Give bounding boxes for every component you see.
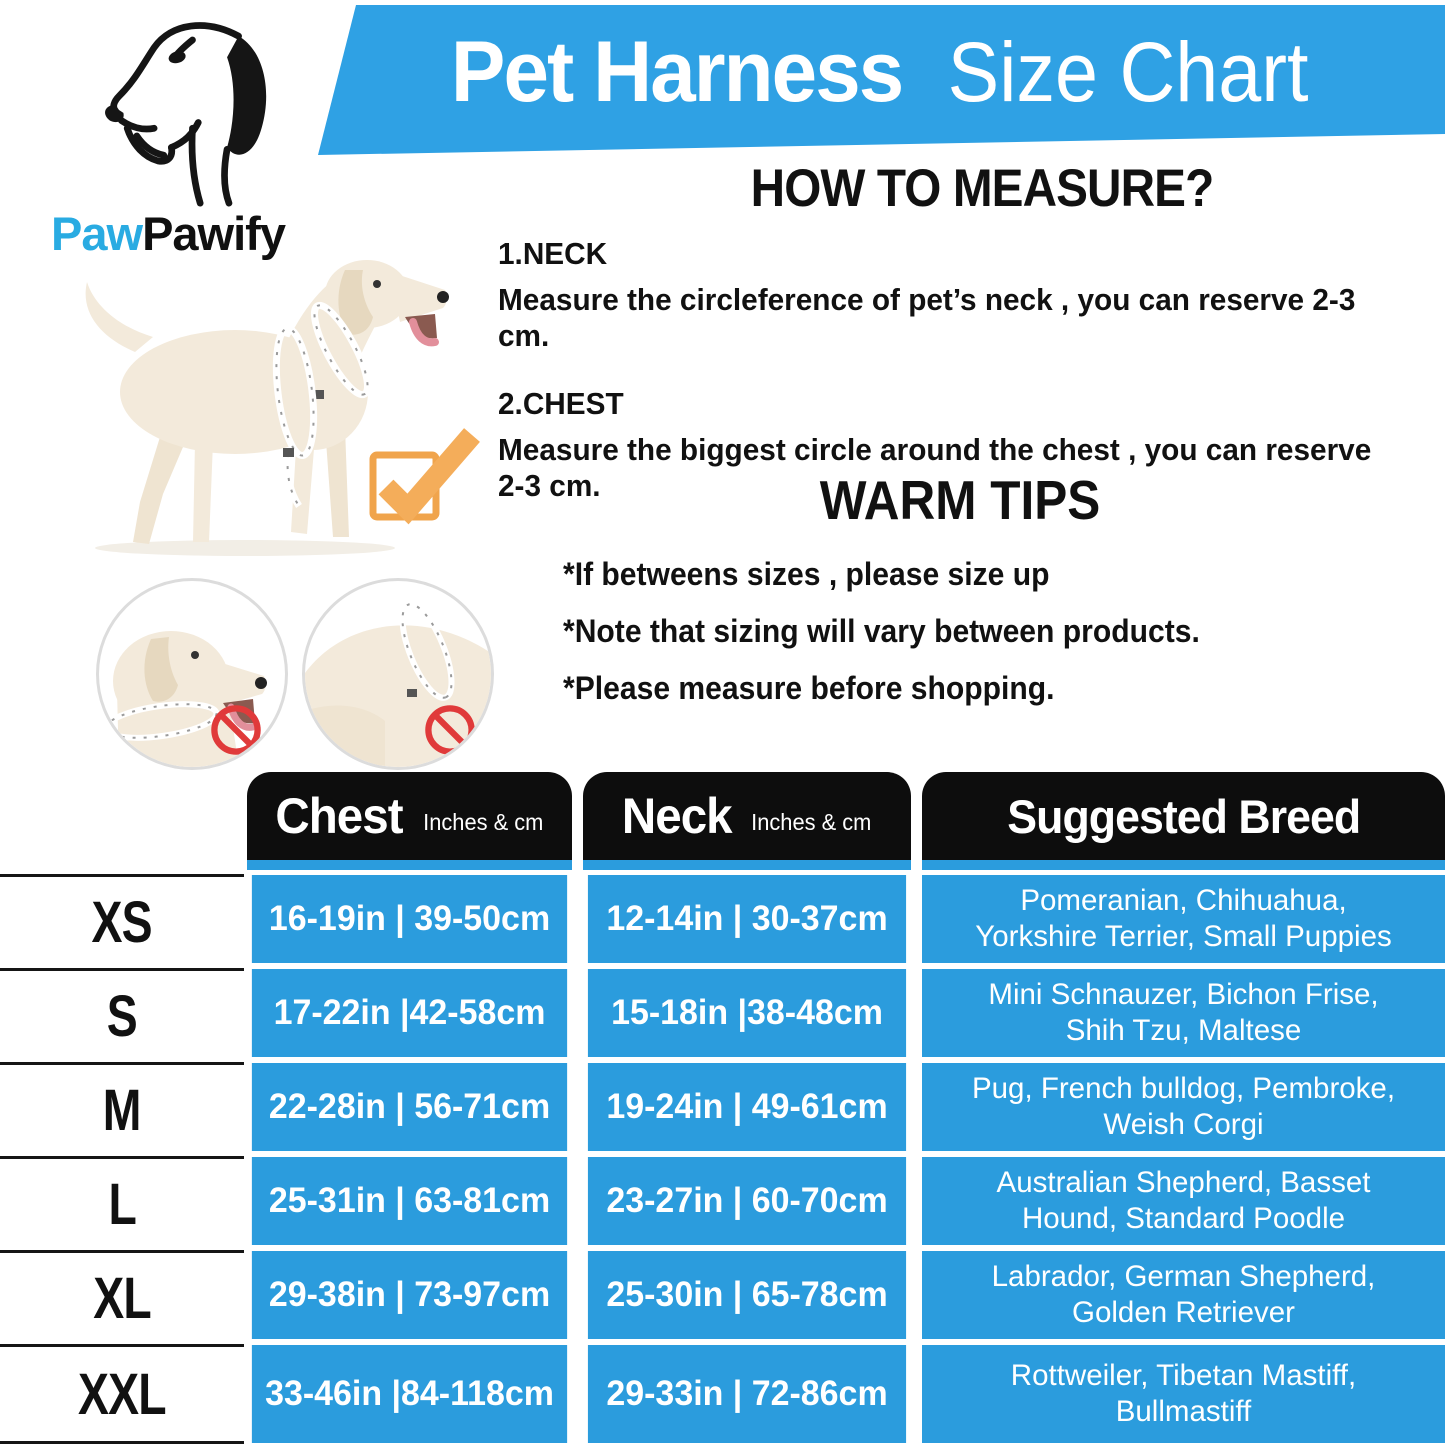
chest-column: Chest Inches & cm 16-19in | 39-50cm 17-2…	[247, 772, 572, 1443]
chest-header: Chest Inches & cm	[247, 772, 572, 860]
chest-value: 22-28in | 56-71cm	[251, 1063, 568, 1151]
size-label-row: XS	[0, 874, 244, 968]
dog-measuring-illustration	[85, 260, 449, 556]
size-label-column: XS S M L XL XXL	[0, 874, 244, 1444]
size-label: M	[103, 1078, 142, 1143]
size-label: XL	[93, 1266, 152, 1331]
brand-name-black: Pawify	[142, 207, 286, 260]
chest-header-title: Chest	[275, 788, 404, 844]
neck-value: 25-30in | 65-78cm	[587, 1251, 907, 1339]
step-text: Measure the biggest circle around the ch…	[498, 432, 1372, 503]
inset-chest-wrong	[302, 578, 494, 770]
warm-tips-title: WARM TIPS	[819, 469, 1101, 531]
chest-value: 29-38in | 73-97cm	[251, 1251, 568, 1339]
neck-header-title: Neck	[621, 788, 733, 844]
size-label-row: XL	[0, 1250, 244, 1344]
breed-value: Pomeranian, Chihuahua, Yorkshire Terrier…	[922, 875, 1445, 963]
breed-value: Mini Schnauzer, Bichon Frise, Shih Tzu, …	[922, 969, 1445, 1057]
brand-name: PawPawify	[18, 206, 318, 261]
breed-header-title: Suggested Breed	[1007, 789, 1361, 843]
measure-steps: 1.NECK Measure the circleference of pet’…	[498, 236, 1438, 504]
brand-name-blue: Paw	[51, 207, 143, 260]
neck-header: Neck Inches & cm	[583, 772, 911, 860]
warm-tip-item: *Please measure before shopping.	[563, 670, 1055, 706]
size-label: S	[106, 984, 138, 1049]
warm-tips-list: *If betweens sizes , please size up *Not…	[563, 556, 1445, 727]
neck-tape-icon	[310, 301, 372, 399]
title-banner: Pet Harness Size Chart	[318, 5, 1445, 155]
step-label: 1.NECK	[498, 236, 608, 271]
warm-tip-item: *Note that sizing will vary between prod…	[563, 613, 1200, 649]
header-underline	[583, 860, 911, 870]
step-text: Measure the circleference of pet’s neck …	[498, 282, 1356, 353]
step-label: 2.CHEST	[498, 386, 624, 421]
logo-dog-icon	[105, 22, 267, 207]
chest-value: 33-46in |84-118cm	[251, 1345, 568, 1443]
no-symbol-icon	[211, 705, 261, 755]
how-to-measure-title: HOW TO MEASURE?	[750, 159, 1215, 218]
header-underline	[247, 860, 572, 870]
neck-header-subtitle: Inches & cm	[751, 808, 872, 835]
breed-value: Australian Shepherd, Basset Hound, Stand…	[922, 1157, 1445, 1245]
breed-value: Pug, French bulldog, Pembroke, Weish Cor…	[922, 1063, 1445, 1151]
inset-neck-wrong	[96, 578, 288, 770]
breed-value: Labrador, German Shepherd, Golden Retrie…	[922, 1251, 1445, 1339]
size-label-row: M	[0, 1062, 244, 1156]
breed-value: Rottweiler, Tibetan Mastiff, Bullmastiff	[922, 1345, 1445, 1443]
size-label-row: XXL	[0, 1344, 244, 1444]
neck-value: 23-27in | 60-70cm	[587, 1157, 907, 1245]
checkmark-icon	[369, 428, 480, 525]
chest-value: 16-19in | 39-50cm	[251, 875, 568, 963]
size-label: XXL	[78, 1361, 167, 1427]
size-label: L	[108, 1172, 136, 1237]
chest-header-subtitle: Inches & cm	[423, 808, 544, 835]
banner-title-light: Size Chart	[947, 24, 1309, 119]
chest-value: 17-22in |42-58cm	[251, 969, 568, 1057]
breed-column: Suggested Breed Pomeranian, Chihuahua, Y…	[922, 772, 1445, 1443]
neck-value: 19-24in | 49-61cm	[587, 1063, 907, 1151]
chest-tape-icon	[272, 324, 318, 508]
neck-column: Neck Inches & cm 12-14in | 30-37cm 15-18…	[583, 772, 911, 1443]
measure-step-chest: 2.CHEST Measure the biggest circle aroun…	[498, 386, 1438, 504]
size-label-row: L	[0, 1156, 244, 1250]
dog-back-collar-illustration	[305, 601, 491, 767]
measure-step-neck: 1.NECK Measure the circleference of pet’…	[498, 236, 1438, 354]
header-underline	[922, 860, 1445, 870]
chest-value: 25-31in | 63-81cm	[251, 1157, 568, 1245]
dog-head-collar-illustration	[102, 631, 267, 767]
neck-value: 29-33in | 72-86cm	[587, 1345, 907, 1443]
size-label: XS	[91, 890, 153, 955]
neck-value: 12-14in | 30-37cm	[587, 875, 907, 963]
no-symbol-icon	[425, 705, 475, 755]
warm-tip-item: *If betweens sizes , please size up	[563, 556, 1050, 592]
size-label-row: S	[0, 968, 244, 1062]
neck-value: 15-18in |38-48cm	[587, 969, 907, 1057]
breed-header: Suggested Breed	[922, 772, 1445, 860]
banner-title-bold: Pet Harness	[450, 23, 904, 120]
